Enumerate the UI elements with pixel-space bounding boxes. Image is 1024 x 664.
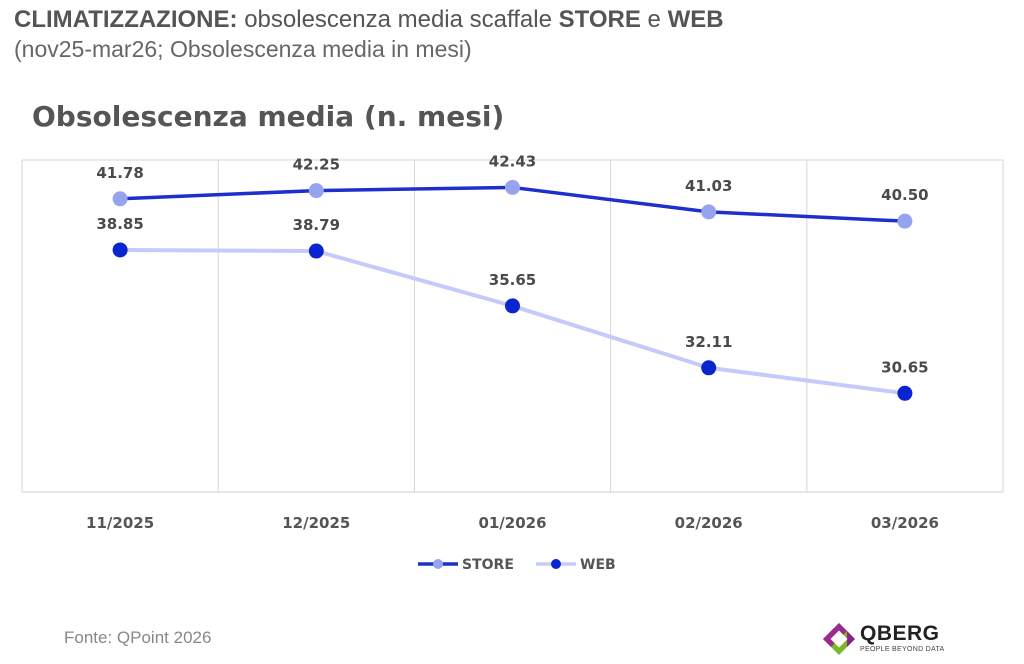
chart-title: Obsolescenza media (n. mesi) [32, 100, 505, 133]
title-and: e [647, 6, 661, 33]
data-label-web: 30.65 [881, 358, 928, 376]
data-point-web [505, 298, 520, 314]
legend-label-web: WEB [580, 557, 616, 573]
data-label-store: 42.43 [489, 152, 536, 170]
qberg-diamond-icon [823, 623, 855, 655]
data-point-web [112, 242, 128, 258]
data-point-store [112, 191, 128, 207]
x-tick-label: 11/2025 [86, 514, 154, 532]
data-label-store: 42.25 [293, 156, 340, 174]
data-label-store: 40.50 [881, 186, 928, 204]
title-text: obsolescenza media scaffale [244, 6, 552, 33]
data-point-web [897, 385, 913, 401]
data-point-web [701, 360, 717, 376]
x-tick-label: 01/2026 [478, 514, 546, 532]
logo-tagline: PEOPLE BEYOND DATA [860, 646, 945, 653]
data-label-web: 38.79 [293, 216, 340, 234]
title-web: WEB [667, 6, 724, 33]
data-point-store [897, 213, 913, 229]
legend-label-store: STORE [462, 557, 514, 573]
data-point-store [308, 183, 324, 199]
title-store: STORE [558, 6, 641, 33]
company-logo: QBERG PEOPLE BEYOND DATA [820, 620, 960, 660]
data-label-web: 35.65 [489, 271, 536, 289]
data-label-web: 38.85 [96, 215, 143, 233]
legend-marker-store [433, 559, 443, 569]
x-tick-label: 03/2026 [871, 514, 939, 532]
data-label-store: 41.03 [685, 177, 732, 195]
data-point-web [308, 243, 324, 259]
data-point-store [505, 179, 520, 195]
source-note: Fonte: QPoint 2026 [64, 628, 212, 647]
legend-marker-web [551, 559, 561, 569]
x-tick-label: 02/2026 [675, 514, 743, 532]
title-category: CLIMATIZZAZIONE: [14, 6, 238, 33]
data-label-store: 41.78 [96, 164, 143, 182]
page-subtitle: (nov25-mar26; Obsolescenza media in mesi… [14, 36, 472, 62]
x-tick-label: 12/2025 [282, 514, 350, 532]
data-point-store [701, 204, 717, 220]
logo-name: QBERG [860, 622, 940, 645]
page-title: CLIMATIZZAZIONE: obsolescenza media scaf… [14, 6, 724, 34]
data-label-web: 32.11 [685, 333, 732, 351]
